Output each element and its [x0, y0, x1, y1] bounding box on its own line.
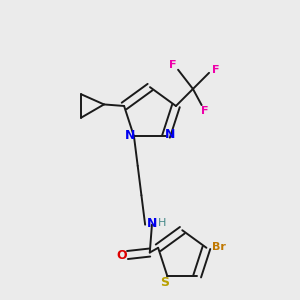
- Text: F: F: [212, 65, 220, 75]
- Text: Br: Br: [212, 242, 226, 252]
- Text: N: N: [164, 128, 175, 141]
- Text: N: N: [125, 129, 136, 142]
- Text: S: S: [160, 276, 169, 289]
- Text: O: O: [116, 248, 127, 262]
- Text: F: F: [169, 60, 176, 70]
- Text: F: F: [201, 106, 208, 116]
- Text: H: H: [158, 218, 166, 228]
- Text: N: N: [147, 217, 157, 230]
